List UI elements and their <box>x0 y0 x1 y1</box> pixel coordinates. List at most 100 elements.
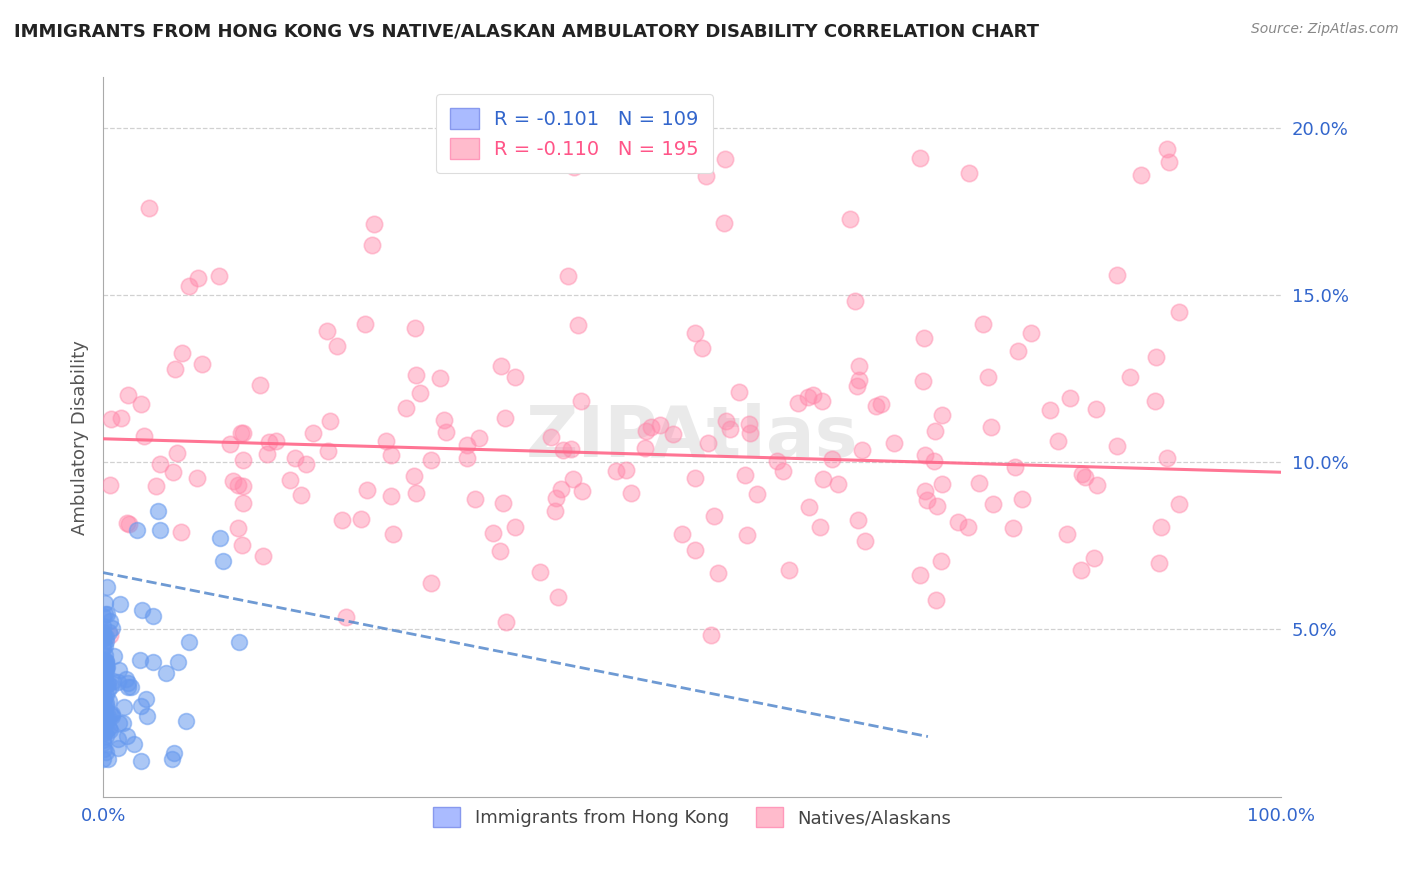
Point <box>94 661 117 675</box>
Point <box>316 324 339 338</box>
Point <box>218 437 240 451</box>
Point <box>110 411 132 425</box>
Point <box>145 479 167 493</box>
Point <box>94 708 117 723</box>
Point <box>772 464 794 478</box>
Point <box>551 443 574 458</box>
Point <box>482 526 505 541</box>
Point <box>96 689 118 703</box>
Point <box>976 369 998 384</box>
Point <box>91 733 114 747</box>
Point <box>1156 142 1178 156</box>
Point <box>356 483 378 497</box>
Point <box>149 523 172 537</box>
Point <box>93 667 115 681</box>
Point <box>616 463 638 477</box>
Point <box>967 475 990 490</box>
Point <box>567 318 589 332</box>
Point <box>122 737 145 751</box>
Point <box>177 635 200 649</box>
Point <box>883 436 905 450</box>
Point <box>94 639 117 653</box>
Point <box>91 702 114 716</box>
Point <box>96 698 118 713</box>
Point <box>1119 370 1142 384</box>
Point <box>98 628 121 642</box>
Point <box>714 153 737 167</box>
Point <box>699 628 721 642</box>
Point <box>93 668 115 682</box>
Point <box>1039 403 1062 417</box>
Point <box>136 709 159 723</box>
Point <box>1085 401 1108 416</box>
Point <box>547 591 569 605</box>
Point <box>231 426 253 441</box>
Point <box>91 752 114 766</box>
Point <box>94 660 117 674</box>
Point <box>683 543 706 558</box>
Point <box>135 692 157 706</box>
Point <box>380 489 402 503</box>
Point <box>96 722 118 736</box>
Point <box>94 729 117 743</box>
Point <box>163 746 186 760</box>
Point <box>924 424 946 438</box>
Point <box>107 741 129 756</box>
Point <box>931 554 953 568</box>
Point <box>1056 526 1078 541</box>
Point <box>851 442 873 457</box>
Point <box>98 723 121 737</box>
Point <box>404 321 426 335</box>
Point <box>550 482 572 496</box>
Point <box>811 394 834 409</box>
Point <box>1168 497 1191 511</box>
Point <box>1085 477 1108 491</box>
Point <box>264 434 287 448</box>
Point <box>489 544 512 558</box>
Point <box>110 598 132 612</box>
Point <box>257 434 280 449</box>
Point <box>101 621 124 635</box>
Point <box>91 657 114 672</box>
Point <box>957 520 980 534</box>
Point <box>718 422 741 436</box>
Point <box>295 457 318 471</box>
Point <box>256 447 278 461</box>
Point <box>91 653 114 667</box>
Point <box>456 438 478 452</box>
Text: Source: ZipAtlas.com: Source: ZipAtlas.com <box>1251 22 1399 37</box>
Point <box>1168 305 1191 319</box>
Point <box>1047 434 1070 448</box>
Y-axis label: Ambulatory Disability: Ambulatory Disability <box>72 340 89 534</box>
Point <box>557 269 579 284</box>
Point <box>914 448 936 462</box>
Point <box>91 698 114 712</box>
Point <box>1150 520 1173 534</box>
Point <box>562 160 585 174</box>
Point <box>232 425 254 440</box>
Point <box>848 359 870 373</box>
Point <box>375 434 398 449</box>
Point <box>107 675 129 690</box>
Point <box>931 477 953 491</box>
Point <box>120 681 142 695</box>
Point <box>316 443 339 458</box>
Point <box>696 436 718 450</box>
Point <box>848 373 870 387</box>
Point <box>925 592 948 607</box>
Point <box>93 681 115 695</box>
Point <box>690 341 713 355</box>
Point <box>117 516 139 531</box>
Legend: Immigrants from Hong Kong, Natives/Alaskans: Immigrants from Hong Kong, Natives/Alask… <box>426 800 959 835</box>
Point <box>166 656 188 670</box>
Point <box>94 648 117 662</box>
Point <box>540 430 562 444</box>
Point <box>713 216 735 230</box>
Point <box>981 497 1004 511</box>
Point <box>1070 563 1092 577</box>
Point <box>93 631 115 645</box>
Point <box>96 655 118 669</box>
Point <box>434 425 457 439</box>
Point <box>1007 343 1029 358</box>
Point <box>91 706 114 721</box>
